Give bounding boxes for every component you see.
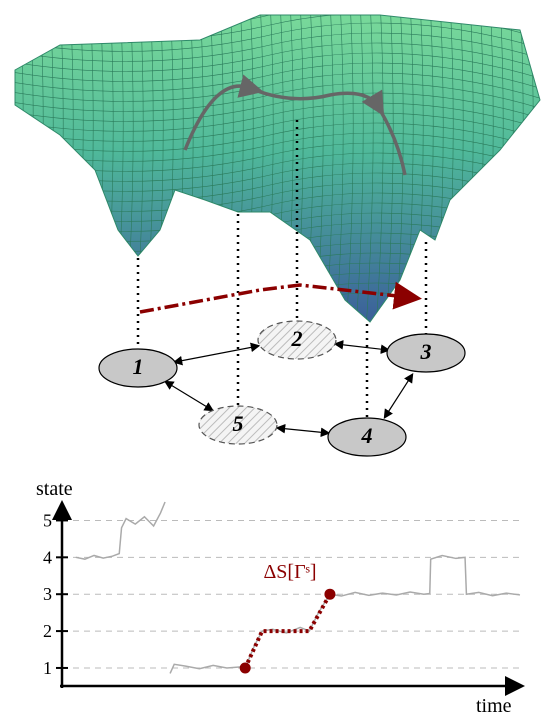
mesh-line	[536, 0, 543, 330]
mesh-line	[6, 0, 13, 330]
y-tick-label: 5	[43, 510, 52, 530]
x-axis-label: time	[476, 695, 512, 713]
figure: 1 2 3 4 5 state time ΔS[Γˢ] 1 2 3 4 5	[0, 0, 546, 713]
mesh-line	[0, 223, 546, 251]
mesh-line	[0, 243, 546, 271]
y-tick-label: 3	[43, 584, 52, 604]
node-label: 5	[233, 411, 244, 436]
energy-landscape	[0, 0, 546, 330]
mesh-line	[0, 293, 546, 321]
y-tick-label: 1	[43, 658, 52, 678]
node-label: 1	[133, 354, 144, 379]
annotation: ΔS[Γˢ]	[263, 561, 316, 583]
state-chart: state time ΔS[Γˢ] 1 2 3 4 5	[36, 478, 520, 713]
node-label: 4	[361, 423, 373, 448]
series-line	[170, 555, 520, 673]
y-axis-label: state	[36, 478, 73, 500]
mesh-line	[26, 0, 33, 330]
mesh-line	[0, 213, 546, 241]
mesh-line	[526, 0, 533, 330]
y-tick-label: 4	[43, 547, 52, 567]
mesh-line	[46, 0, 53, 330]
mesh-line	[36, 0, 43, 330]
mesh-line	[0, 233, 546, 261]
mesh-line	[0, 253, 546, 281]
node-label: 3	[420, 339, 432, 364]
node-label: 2	[291, 326, 303, 351]
endpoint	[324, 589, 335, 600]
y-tick-label: 2	[43, 621, 52, 641]
network: 1 2 3 4 5	[99, 321, 465, 456]
endpoint	[240, 662, 251, 673]
mesh-line	[16, 0, 23, 330]
series-line	[76, 502, 165, 559]
